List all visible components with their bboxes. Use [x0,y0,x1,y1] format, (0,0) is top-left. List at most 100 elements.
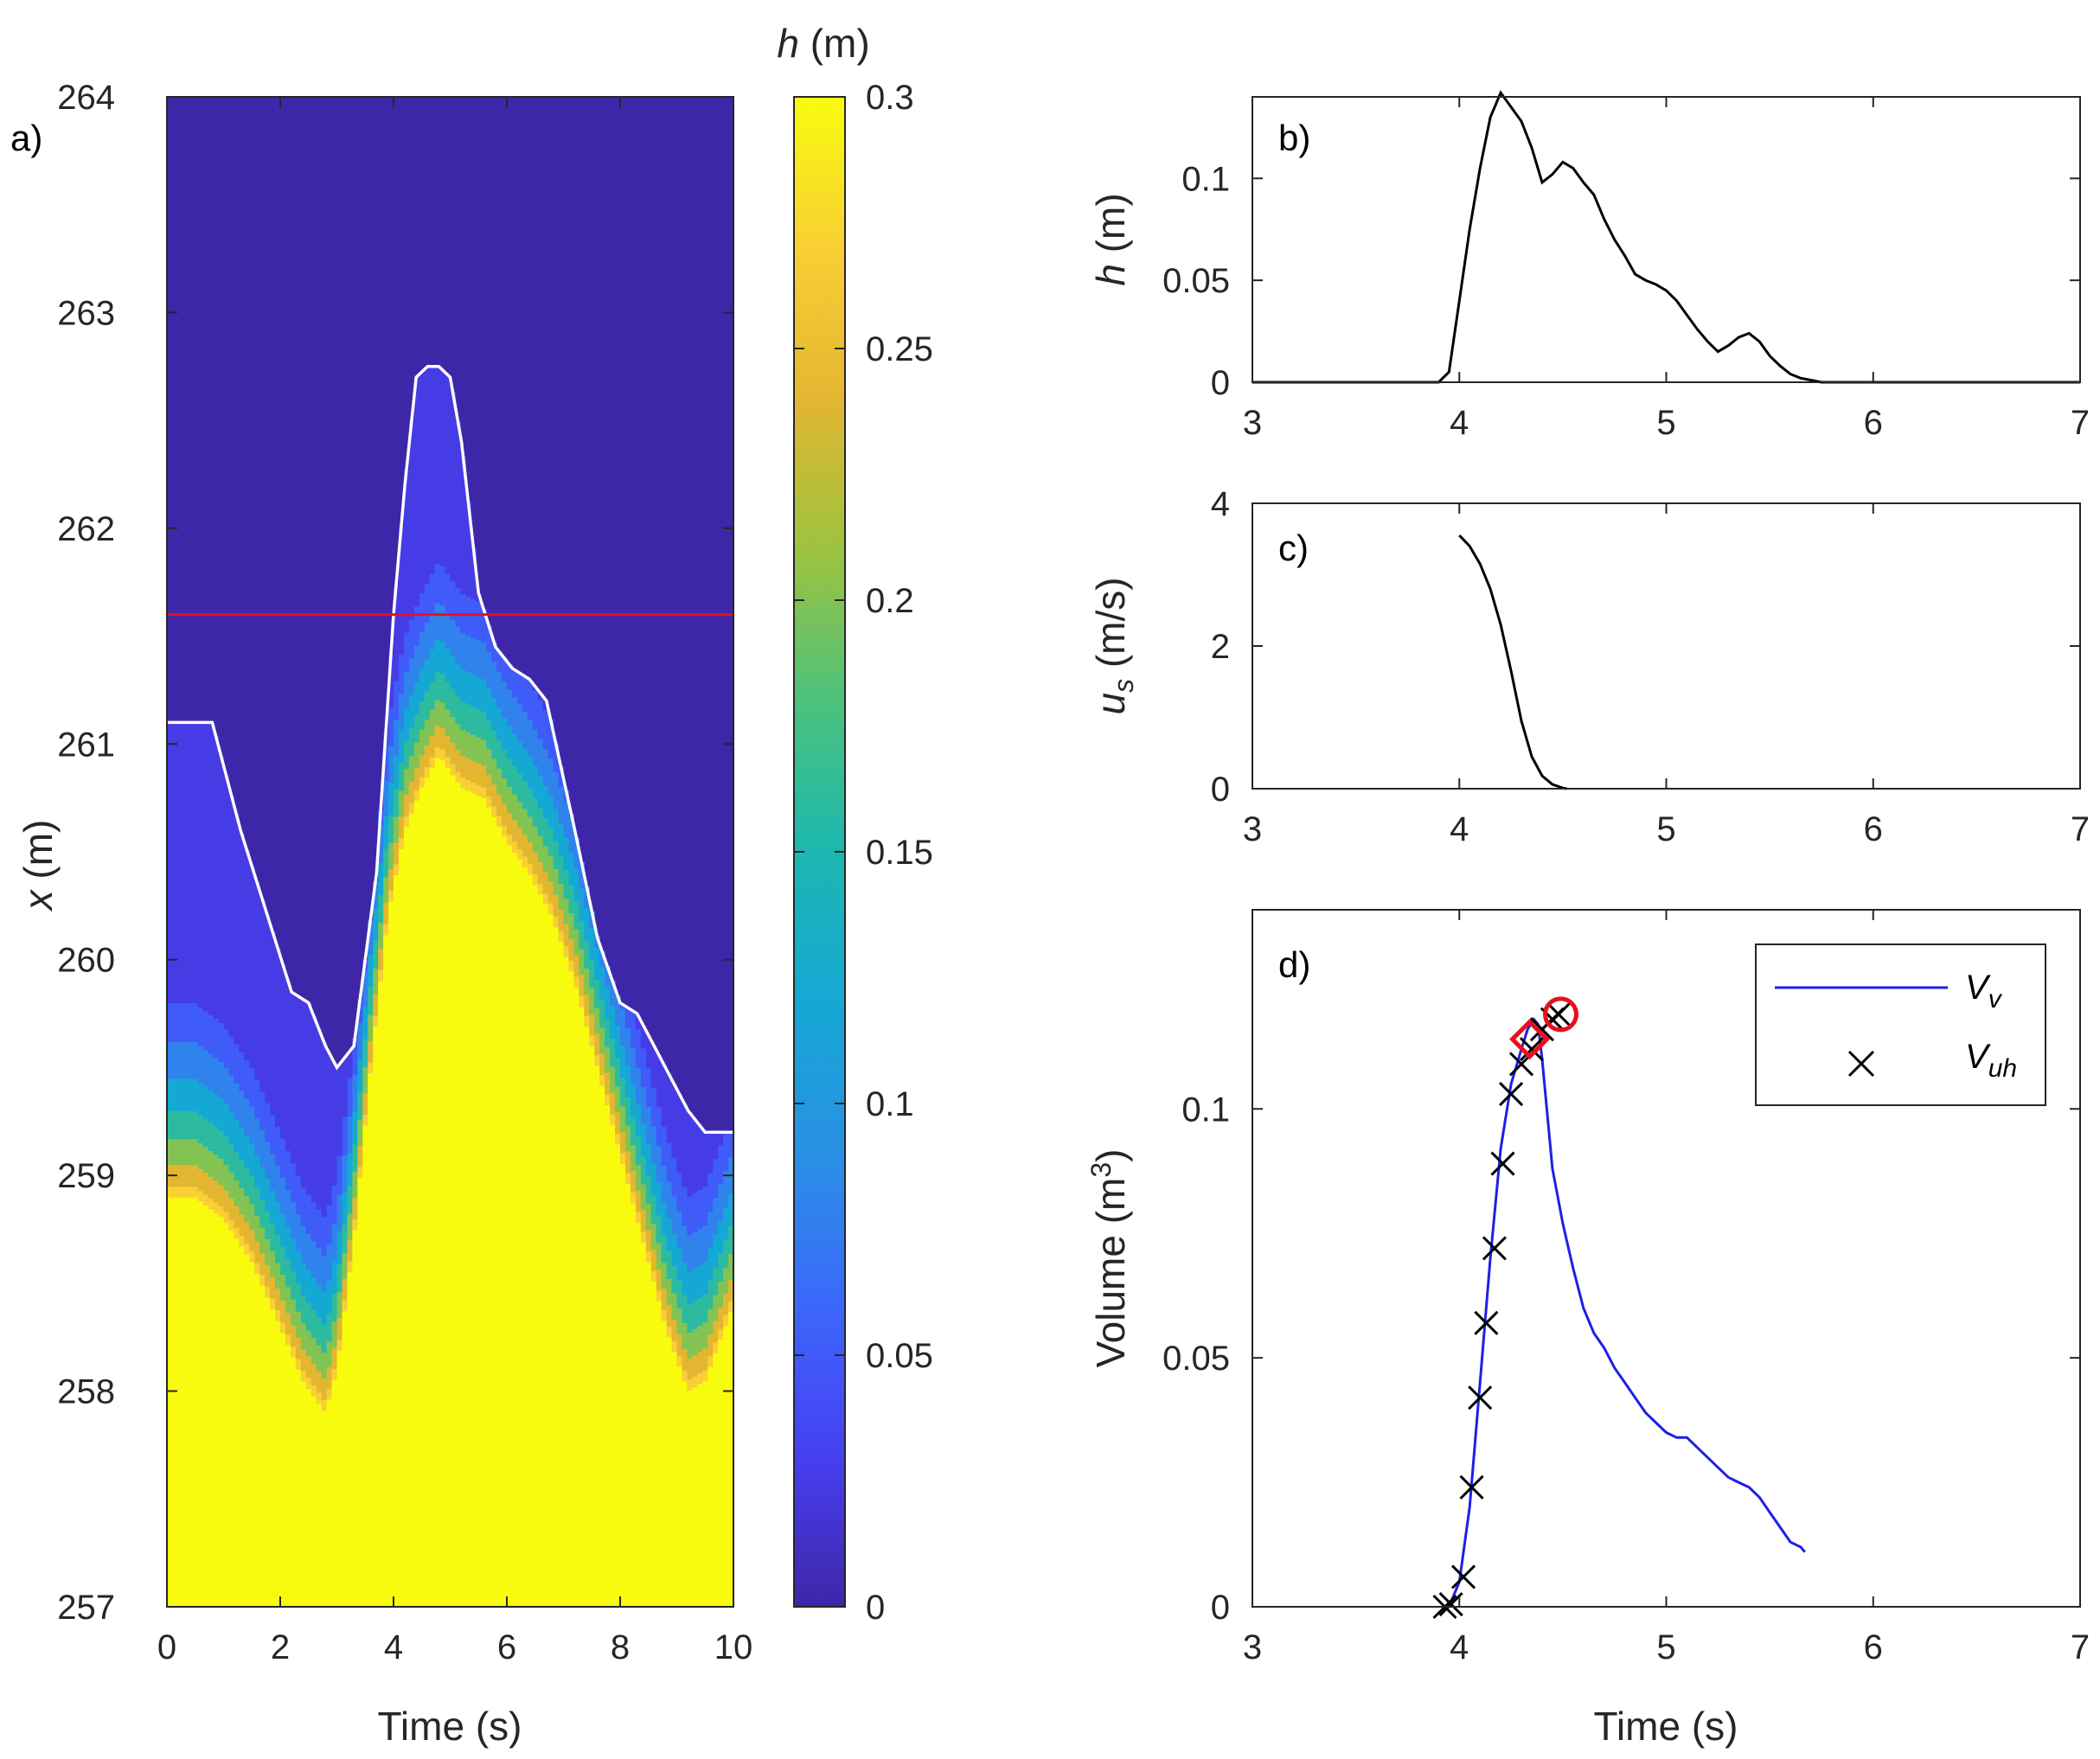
heatmap-cell [537,861,544,884]
heatmap-cell [167,722,173,1004]
heatmap-cell [615,1111,621,1134]
heatmap-cell [176,1110,183,1140]
heatmap-cell [692,1268,698,1302]
heatmap-cell [192,1110,199,1140]
heatmap-cell [429,709,436,736]
heatmap-cell [228,1230,235,1607]
heatmap-cell [718,1307,724,1329]
heatmap-cell [182,1138,189,1166]
heatmap-cell [331,1346,338,1370]
Vuh-marker-stroke [1490,1151,1515,1176]
heatmap-cell [455,421,462,589]
heatmap-cell [383,902,389,925]
heatmap-cell [192,722,199,1004]
heatmap-cell [615,1133,621,1145]
heatmap-cell [507,844,513,1607]
heatmap-cell [347,1260,353,1272]
heatmap-cell [187,1164,194,1187]
heatmap-cell [213,1180,220,1203]
heatmap-cell [265,1210,271,1239]
heatmap-cell [223,1103,230,1137]
heatmap-cell [316,1028,323,1210]
heatmap-cell [197,1114,204,1143]
heatmap-cell [197,1190,204,1202]
heatmap-cell [645,1229,652,1252]
heatmap-cell [398,837,405,849]
heatmap-cell [280,1213,286,1247]
heatmap-cell [187,1041,194,1079]
heatmap-cell [666,1278,673,1305]
heatmap-cell [697,1228,703,1266]
heatmap-cell [408,694,415,728]
heatmap-cell [620,1077,626,1106]
heatmap-cell [336,1349,343,1607]
heatmap-cell [656,1214,663,1244]
heatmap-cell [352,1229,358,1607]
heatmap-cell [311,1385,317,1397]
heatmap-cell [352,1197,358,1220]
heatmap-cell [171,1186,178,1198]
heatmap-cell [275,1309,281,1321]
heatmap-cell [213,736,220,1020]
heatmap-cell [516,848,523,860]
heatmap-cell [599,1052,605,1075]
x-axis-a-tick-label: 6 [497,1628,516,1666]
heatmap-cell [187,722,194,1004]
heatmap-cell [697,1372,703,1385]
heatmap-cell [383,740,389,781]
y-axis-b-tick-label: 0 [1211,364,1230,402]
heatmap-cell [584,940,590,969]
heatmap-cell [666,1250,673,1279]
heatmap-cell [275,1320,281,1607]
heatmap-cell [408,657,415,695]
heatmap-cell [326,1398,333,1607]
heatmap-cell [223,1222,230,1607]
heatmap-cell [656,1268,663,1291]
heatmap-cell [208,1014,214,1054]
heatmap-cell [342,1058,349,1117]
heatmap-cell [511,852,518,1607]
heatmap-cell [388,745,394,784]
heatmap-cell [676,1211,683,1249]
heatmap-cell [692,1354,698,1377]
x-axis-a-tick-label: 4 [384,1628,403,1666]
heatmap-cell [208,1198,214,1210]
heatmap-cell [465,732,471,759]
heatmap-cell [429,735,436,758]
heatmap-cell [347,1212,353,1240]
heatmap-cell [275,1201,281,1235]
heatmap-cell [476,676,482,710]
heatmap-cell [280,964,286,1139]
panel-label-b: b) [1278,118,1310,158]
heatmap-cell [378,980,384,1607]
y-axis-title-a: x (m) [16,820,61,912]
heatmap-cell [610,981,616,1007]
heatmap-cell [645,1203,652,1231]
heatmap-cell [408,813,415,1607]
heatmap-cell [300,1262,307,1295]
heatmap-cell [326,1312,333,1341]
heatmap-cell [234,1044,240,1084]
heatmap-cell [687,1358,693,1380]
heatmap-cell [682,1294,688,1323]
heatmap-cell [568,852,575,886]
heatmap-cell [197,1168,204,1191]
heatmap-cell [713,1234,719,1268]
heatmap-cell [450,656,457,689]
heatmap-cell [687,1390,693,1607]
heatmap-cell [471,547,477,599]
Vuh-marker-stroke [1474,1310,1499,1335]
heatmap-cell [290,1238,297,1272]
heatmap-cell [239,1127,245,1161]
heatmap-cell [455,626,462,664]
heatmap-cell [239,1052,245,1091]
heatmap-cell [687,1332,693,1359]
heatmap-cell [378,825,384,863]
heatmap-cell [234,1151,240,1180]
heatmap-cell [568,970,575,1607]
heatmap-cell [265,1286,271,1298]
heatmap-cell [223,1028,230,1068]
heatmap-cell [594,1065,600,1607]
heatmap-cell [476,784,482,796]
heatmap-cell [394,874,400,1607]
